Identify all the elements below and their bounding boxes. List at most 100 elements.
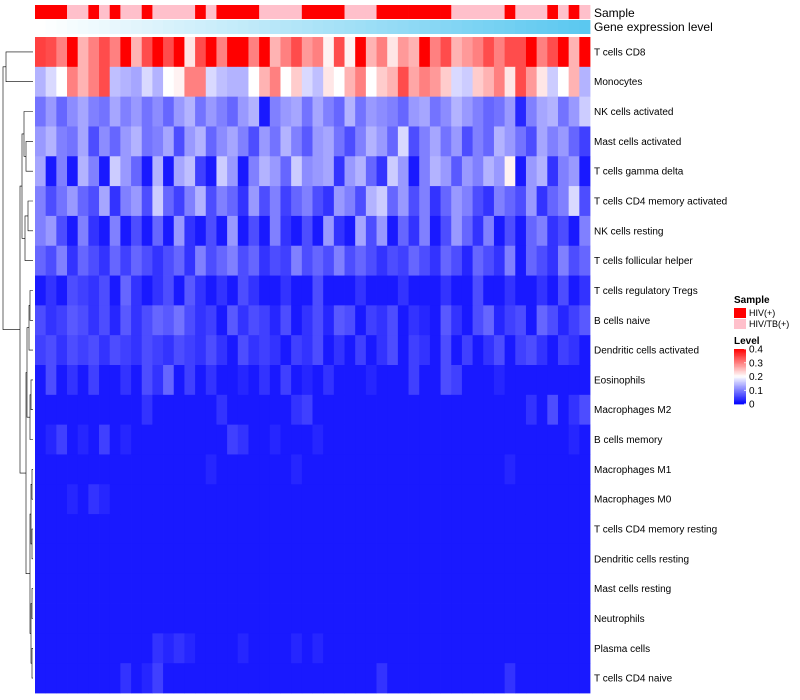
heatmap-cell-r6-c32	[376, 215, 388, 247]
heatmap-cell-r7-c4	[77, 245, 89, 276]
heatmap-cell-r15-c20	[248, 484, 260, 515]
heatmap-cell-r9-c38	[440, 305, 452, 336]
heatmap-cell-r15-c46	[525, 484, 538, 515]
heatmap-cell-r8-c18	[227, 275, 239, 306]
heatmap-cell-r3-c47	[536, 126, 548, 157]
row-label: T cells gamma delta	[594, 167, 684, 178]
heatmap-cell-r15-c30	[355, 484, 367, 515]
heatmap-cell-r11-c36	[419, 365, 431, 396]
heatmap-cell-r0-c38	[440, 37, 452, 68]
heatmap-cell-r0-c33	[387, 37, 399, 68]
heatmap-cell-r2-c26	[312, 96, 324, 127]
heatmap-cell-r16-c9	[131, 514, 143, 545]
heatmap-cell-r6-c45	[515, 215, 527, 247]
heatmap-cell-r11-c21	[259, 365, 271, 396]
gene-level-cell-12	[163, 20, 175, 34]
heatmap-cell-r8-c30	[355, 275, 367, 306]
heatmap-cell-r12-c48	[547, 394, 559, 426]
heatmap-cell-r10-c9	[131, 335, 143, 366]
heatmap-cell-r11-c15	[195, 365, 207, 396]
heatmap-cell-r1-c10	[141, 66, 153, 98]
heatmap-cell-r3-c38	[440, 126, 452, 157]
heatmap-cell-r17-c9	[131, 543, 143, 575]
heatmap-cell-r7-c19	[237, 245, 249, 276]
heatmap-cell-r12-c0	[35, 394, 47, 426]
heatmap-cell-r16-c5	[88, 514, 100, 545]
heatmap-cell-r4-c35	[408, 156, 420, 187]
heatmap-cell-r3-c26	[312, 126, 324, 157]
heatmap-cell-r7-c38	[440, 245, 452, 276]
heatmap-cell-r14-c4	[77, 454, 89, 485]
heatmap-cell-r12-c12	[163, 394, 175, 426]
heatmap-cell-r16-c4	[77, 514, 89, 545]
heatmap-cell-r11-c26	[312, 365, 324, 396]
heatmap-cell-r4-c23	[280, 156, 292, 187]
heatmap-cell-r5-c13	[173, 186, 185, 217]
dendrogram-branch	[31, 469, 33, 500]
level-legend-tick-label: 0.4	[749, 345, 763, 356]
heatmap-cell-r19-c35	[408, 603, 420, 634]
heatmap-cell-r3-c24	[291, 126, 303, 157]
heatmap-cell-r7-c22	[269, 245, 281, 276]
heatmap-cell-r17-c6	[99, 543, 111, 575]
heatmap-cell-r19-c1	[45, 603, 57, 634]
heatmap-cell-r0-c7	[109, 37, 121, 68]
level-legend-bar-segment	[734, 398, 746, 401]
heatmap-cell-r3-c34	[397, 126, 409, 157]
heatmap-cell-r5-c6	[99, 186, 111, 217]
heatmap-cell-r9-c28	[333, 305, 345, 336]
heatmap-cell-r1-c26	[312, 66, 324, 98]
heatmap-cell-r0-c46	[525, 37, 538, 68]
heatmap-cell-r15-c39	[451, 484, 463, 515]
heatmap-cell-r12-c36	[419, 394, 431, 426]
heatmap-cell-r1-c4	[77, 66, 89, 98]
heatmap-cell-r9-c19	[237, 305, 249, 336]
heatmap-cell-r21-c44	[504, 663, 516, 694]
gene-level-cell-4	[77, 20, 89, 34]
heatmap-cell-r2-c33	[387, 96, 399, 127]
heatmap-cell-r3-c4	[77, 126, 89, 157]
heatmap-cell-r4-c16	[205, 156, 217, 187]
level-legend-tick-label: 0.2	[749, 372, 763, 383]
heatmap-cell-r9-c30	[355, 305, 367, 336]
heatmap-cell-r19-c34	[397, 603, 409, 634]
level-legend-title: Level	[734, 336, 760, 347]
heatmap-cell-r0-c39	[451, 37, 463, 68]
heatmap-cell-r10-c34	[397, 335, 409, 366]
heatmap-cell-r12-c20	[248, 394, 260, 426]
sample-cell-18	[227, 5, 239, 19]
gene-expression-track-label: Gene expression level	[594, 20, 713, 34]
heatmap-cell-r20-c7	[109, 633, 121, 664]
level-legend-bar-segment	[734, 395, 746, 398]
gene-level-cell-26	[312, 20, 324, 34]
heatmap-cell-r7-c7	[109, 245, 121, 276]
gene-level-cell-45	[515, 20, 527, 34]
level-legend-bar-segment	[734, 372, 746, 375]
heatmap-cell-r17-c15	[195, 543, 207, 575]
heatmap-cell-r4-c41	[472, 156, 484, 187]
heatmap-cell-r14-c28	[333, 454, 345, 485]
sample-cell-24	[291, 5, 303, 19]
gene-level-cell-25	[301, 20, 313, 34]
heatmap-cell-r7-c3	[67, 245, 79, 276]
heatmap-cell-r21-c28	[333, 663, 345, 694]
heatmap-cell-r16-c44	[504, 514, 516, 545]
heatmap-cell-r10-c27	[323, 335, 335, 366]
heatmap-cell-r1-c49	[557, 66, 570, 98]
heatmap-cell-r3-c28	[333, 126, 345, 157]
heatmap-cell-r0-c26	[312, 37, 324, 68]
heatmap-cell-r5-c29	[344, 186, 356, 217]
heatmap-cell-r10-c49	[557, 335, 570, 366]
heatmap-cell-r6-c43	[493, 215, 506, 247]
heatmap-cell-r0-c22	[269, 37, 281, 68]
heatmap-cell-r14-c13	[173, 454, 185, 485]
heatmap-cell-r7-c17	[216, 245, 228, 276]
heatmap-cell-r20-c23	[280, 633, 292, 664]
heatmap-cell-r21-c22	[269, 663, 281, 694]
heatmap-cell-r4-c24	[291, 156, 303, 187]
heatmap-cell-r21-c3	[67, 663, 79, 694]
level-legend-bar-segment	[734, 369, 746, 372]
level-legend-bar-segment	[734, 365, 746, 368]
gene-level-cell-42	[483, 20, 495, 34]
sample-legend-swatch	[734, 308, 746, 318]
